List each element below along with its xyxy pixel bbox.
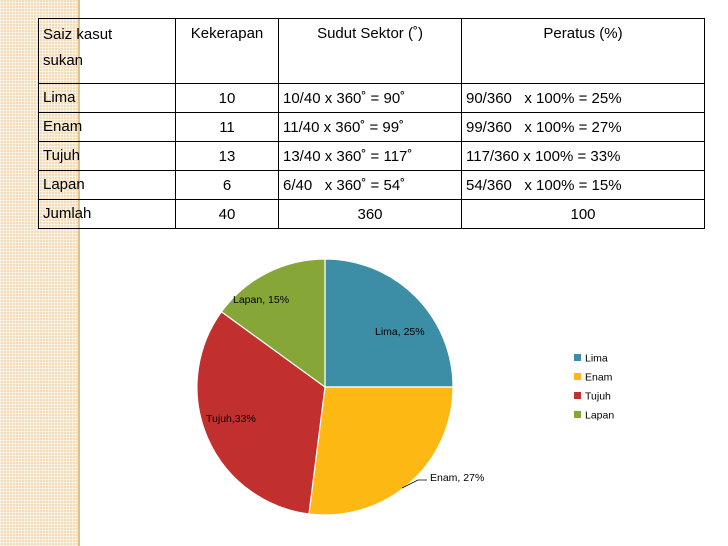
table-row: Lima 10 10/40 x 360˚ = 90˚ 90/360 x 100%… xyxy=(38,83,705,113)
legend-swatch-tujuh xyxy=(574,392,581,399)
enam-label-leader xyxy=(401,479,427,489)
pie-slice-tujuh xyxy=(196,310,326,515)
header-shoe-size: Saiz kasut sukan xyxy=(38,18,176,84)
pie-slice-lima xyxy=(324,258,454,388)
cell-percent: 90/360 x 100% = 25% xyxy=(461,83,705,113)
header-sector-angle: Sudut Sektor (˚) xyxy=(278,18,462,84)
data-label-enam: Enam, 27% xyxy=(430,472,484,484)
cell-percent: 117/360 x 100% = 33% xyxy=(461,141,705,171)
cell-angle: 13/40 x 360˚ = 117˚ xyxy=(278,141,462,171)
legend-label-lapan: Lapan xyxy=(585,410,614,422)
pie-slice-enam xyxy=(308,386,454,516)
data-label-lapan: Lapan, 15% xyxy=(233,294,289,306)
legend-swatch-lima xyxy=(574,354,581,361)
total-label: Jumlah xyxy=(38,199,176,229)
cell-angle: 10/40 x 360˚ = 90˚ xyxy=(278,83,462,113)
cell-size: Lima xyxy=(38,83,176,113)
legend-swatch-lapan xyxy=(574,411,581,418)
data-label-lima: Lima, 25% xyxy=(375,326,425,338)
legend-label-tujuh: Tujuh xyxy=(585,391,611,403)
cell-size: Tujuh xyxy=(38,141,176,171)
legend-swatch-enam xyxy=(574,373,581,380)
header-percentage: Peratus (%) xyxy=(461,18,705,84)
table-row: Tujuh 13 13/40 x 360˚ = 117˚ 117/360 x 1… xyxy=(38,141,705,171)
table-row: Lapan 6 6/40 x 360˚ = 54˚ 54/360 x 100% … xyxy=(38,170,705,200)
legend-label-enam: Enam xyxy=(585,372,613,384)
cell-percent: 99/360 x 100% = 27% xyxy=(461,112,705,142)
cell-size: Lapan xyxy=(38,170,176,200)
cell-percent: 54/360 x 100% = 15% xyxy=(461,170,705,200)
data-label-tujuh: Tujuh,33% xyxy=(206,413,256,425)
cell-frequency: 6 xyxy=(175,170,279,200)
table-row: Enam 11 11/40 x 360˚ = 99˚ 99/360 x 100%… xyxy=(38,112,705,142)
total-percent: 100 xyxy=(461,199,705,229)
cell-size: Enam xyxy=(38,112,176,142)
table-total-row: Jumlah 40 360 100 xyxy=(38,199,705,229)
cell-frequency: 10 xyxy=(175,83,279,113)
legend-label-lima: Lima xyxy=(585,353,608,365)
table-header-row: Saiz kasut sukan Kekerapan Sudut Sektor … xyxy=(38,18,705,84)
total-angle: 360 xyxy=(278,199,462,229)
pie-slice-lapan xyxy=(220,258,326,389)
total-frequency: 40 xyxy=(175,199,279,229)
cell-angle: 11/40 x 360˚ = 99˚ xyxy=(278,112,462,142)
frequency-table: Saiz kasut sukan Kekerapan Sudut Sektor … xyxy=(38,18,705,229)
